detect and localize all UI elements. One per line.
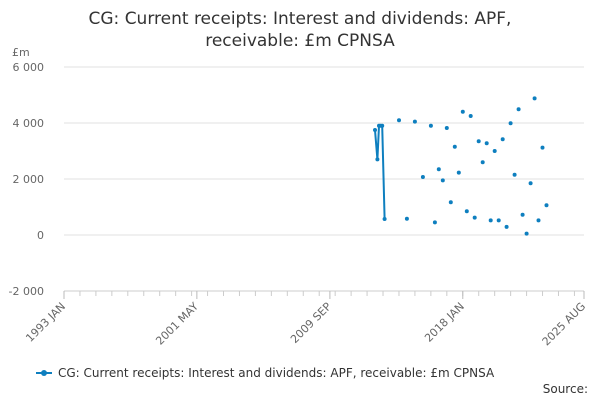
data-point[interactable] bbox=[452, 144, 457, 149]
legend-swatch bbox=[36, 368, 52, 378]
data-point[interactable] bbox=[373, 128, 377, 132]
data-point[interactable] bbox=[528, 181, 533, 186]
legend-label: CG: Current receipts: Interest and divid… bbox=[58, 366, 495, 380]
legend[interactable]: CG: Current receipts: Interest and divid… bbox=[36, 366, 494, 380]
data-point[interactable] bbox=[382, 217, 387, 221]
data-point[interactable] bbox=[397, 118, 401, 123]
y-tick-label: 6 000 bbox=[13, 61, 45, 74]
data-point[interactable] bbox=[460, 109, 465, 114]
data-point[interactable] bbox=[520, 212, 525, 217]
source-label: Source: bbox=[542, 382, 588, 396]
data-point[interactable] bbox=[412, 119, 417, 124]
data-point[interactable] bbox=[468, 114, 473, 118]
y-tick-label: 2 000 bbox=[13, 173, 45, 186]
data-point[interactable] bbox=[524, 231, 529, 236]
data-point[interactable] bbox=[488, 218, 493, 223]
x-tick-label: 2009 SEP bbox=[288, 300, 334, 346]
data-point[interactable] bbox=[440, 178, 445, 183]
data-point[interactable] bbox=[432, 220, 437, 225]
y-tick-label: 4 000 bbox=[13, 117, 45, 130]
data-point[interactable] bbox=[472, 215, 477, 220]
data-point[interactable] bbox=[540, 145, 545, 150]
data-point[interactable] bbox=[504, 224, 509, 229]
data-point[interactable] bbox=[375, 157, 380, 162]
data-point[interactable] bbox=[436, 167, 441, 172]
x-tick-label: 2001 MAY bbox=[153, 300, 201, 348]
axes: -2 000 0 2 000 4 000 6 000 £m 1993 JAN 2001 MAY… bbox=[9, 46, 589, 348]
data-point[interactable] bbox=[464, 209, 469, 214]
chart-title: CG: Current receipts: Interest and divid… bbox=[0, 8, 600, 52]
y-axis-unit-label: £m bbox=[12, 46, 30, 59]
data-point[interactable] bbox=[448, 200, 453, 205]
data-point[interactable] bbox=[476, 139, 481, 144]
series-line bbox=[374, 124, 386, 220]
data-point[interactable] bbox=[456, 170, 461, 175]
data-point[interactable] bbox=[536, 218, 541, 223]
data-point[interactable] bbox=[508, 121, 513, 126]
data-point[interactable] bbox=[512, 172, 517, 177]
chart-title-line-2: receivable: £m CPNSA bbox=[205, 31, 395, 51]
data-point[interactable] bbox=[492, 149, 497, 153]
y-tick-label: -2 000 bbox=[9, 285, 44, 298]
data-point[interactable] bbox=[516, 107, 521, 112]
data-point[interactable] bbox=[444, 126, 449, 130]
data-point[interactable] bbox=[380, 123, 385, 128]
data-point[interactable] bbox=[532, 96, 537, 101]
gridlines bbox=[64, 66, 584, 292]
x-tick-label: 2025 AUG bbox=[540, 300, 589, 349]
x-tick-label: 1993 JAN bbox=[23, 300, 68, 345]
data-point[interactable] bbox=[500, 137, 505, 142]
data-point[interactable] bbox=[496, 218, 501, 223]
data-point[interactable] bbox=[420, 175, 425, 179]
data-point[interactable] bbox=[480, 160, 485, 165]
data-point[interactable] bbox=[544, 203, 549, 208]
data-point[interactable] bbox=[428, 123, 433, 128]
data-point[interactable] bbox=[404, 216, 409, 221]
data-point[interactable] bbox=[484, 141, 489, 146]
y-tick-label: 0 bbox=[37, 229, 44, 242]
chart-title-line-1: CG: Current receipts: Interest and divid… bbox=[88, 9, 512, 29]
x-tick-label: 2018 JAN bbox=[422, 300, 467, 345]
series-apf-receipts bbox=[373, 96, 549, 236]
